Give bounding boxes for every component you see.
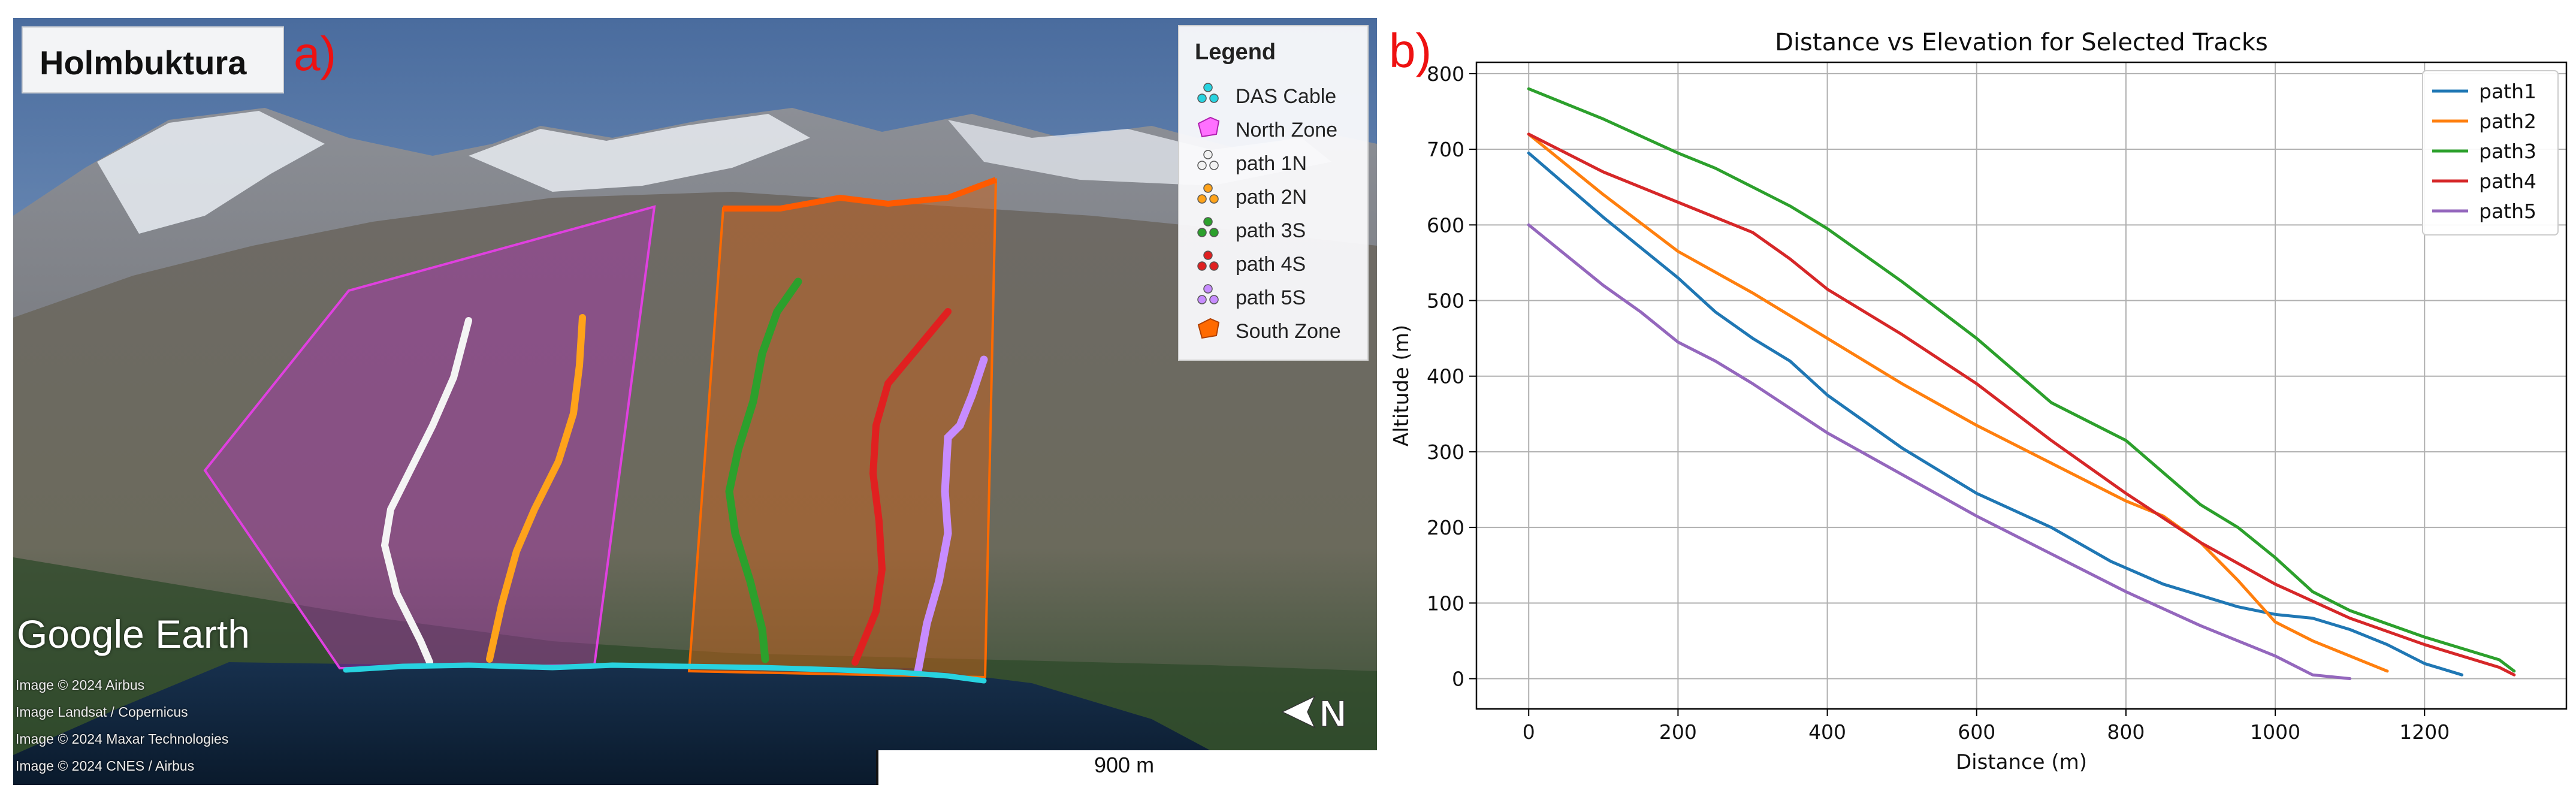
points-icon	[1197, 83, 1219, 103]
elevation-chart: b) Distance vs Elevation for Selected Tra…	[1389, 24, 2568, 774]
x-tick-label: 0	[1523, 720, 1535, 744]
series-line-path5	[1527, 223, 2352, 680]
google-earth-watermark: Google Earth	[17, 612, 250, 656]
x-tick-label: 800	[2107, 720, 2145, 744]
compass-label: N	[1319, 693, 1346, 735]
x-tick-label: 400	[1808, 720, 1846, 744]
chart-title: Distance vs Elevation for Selected Track…	[1775, 29, 2268, 56]
legend-label: North Zone	[1236, 119, 1338, 141]
south-zone-top-edge	[723, 177, 997, 212]
legend-label-path3: path3	[2479, 140, 2536, 163]
x-tick-label: 1200	[2399, 720, 2450, 744]
polygon-icon	[1197, 116, 1220, 138]
series-line-path3	[1527, 87, 2516, 673]
points-icon	[1197, 183, 1219, 204]
das-cable-track	[343, 662, 987, 684]
legend-label: path 3S	[1236, 219, 1306, 242]
elevation-chart-panel: b) Distance vs Elevation for Selected Tra…	[1372, 0, 2576, 798]
points-icon	[1197, 284, 1219, 304]
location-title-box: Holmbuktura	[22, 26, 284, 93]
y-tick-label: 100	[1427, 591, 1464, 615]
y-tick-label: 700	[1427, 138, 1464, 161]
legend-item-north-zone: North Zone	[1195, 115, 1369, 145]
series-line-path1	[1527, 151, 2464, 677]
x-axis-label: Distance (m)	[1956, 750, 2087, 774]
series-line-path2	[1527, 132, 2389, 673]
south-zone-polygon	[687, 178, 998, 679]
legend-label: South Zone	[1236, 320, 1341, 343]
scale-tick	[876, 750, 878, 785]
series-line-path4	[1527, 132, 2516, 677]
location-title: Holmbuktura	[40, 44, 247, 81]
y-tick-label: 200	[1427, 516, 1464, 539]
y-tick-label: 0	[1452, 668, 1464, 691]
y-tick-label: 400	[1427, 365, 1464, 388]
legend-label-path5: path5	[2479, 200, 2536, 223]
y-tick-label: 800	[1427, 62, 1464, 86]
legend-item-das-cable: DAS Cable	[1195, 81, 1369, 111]
y-tick-label: 500	[1427, 289, 1464, 313]
image-credit: Image © 2024 Maxar Technologies	[16, 731, 229, 747]
plot-frame	[1475, 61, 2568, 710]
points-icon	[1197, 150, 1219, 170]
polygon-icon	[1197, 318, 1220, 339]
snow-patch	[97, 111, 325, 234]
image-credit: Image © 2024 Airbus	[16, 677, 145, 693]
y-tick-label: 300	[1427, 440, 1464, 464]
x-tick-label: 1000	[2250, 720, 2300, 744]
legend-item-south-zone: South Zone	[1195, 316, 1369, 346]
legend-label: path 4S	[1236, 253, 1306, 276]
legend-label-path2: path2	[2479, 110, 2536, 133]
scale-label: 900 m	[1094, 753, 1155, 777]
image-credit: Image Landsat / Copernicus	[16, 704, 188, 720]
compass-arrow-icon: N	[1281, 693, 1347, 735]
terrain-scene	[13, 18, 1377, 785]
legend-label: DAS Cable	[1236, 85, 1337, 108]
path-1n-track	[380, 317, 472, 666]
legend-item-path-5s: path 5S	[1195, 283, 1369, 313]
path-2n-track	[486, 314, 586, 663]
points-icon	[1197, 217, 1219, 237]
points-icon	[1197, 250, 1219, 271]
legend-label-path1: path1	[2479, 80, 2536, 103]
legend-item-path-2n: path 2N	[1195, 182, 1369, 212]
panel-b-label: b)	[1389, 24, 1432, 77]
y-axis-label: Altitude (m)	[1390, 325, 1414, 446]
path-3s-track	[725, 277, 802, 663]
legend-title: Legend	[1195, 40, 1276, 65]
x-tick-label: 600	[1958, 720, 1995, 744]
chart-legend: path1 path2 path3 path4 path5	[2422, 70, 2559, 236]
legend-label: path 1N	[1236, 152, 1307, 175]
path-4s-track	[851, 308, 952, 666]
panel-a-label: a)	[294, 27, 337, 80]
y-tick-label: 600	[1427, 213, 1464, 237]
scale-bar	[876, 750, 1377, 785]
snow-patch	[469, 114, 810, 192]
legend-item-path-4s: path 4S	[1195, 249, 1369, 279]
legend-label-path4: path4	[2479, 170, 2536, 193]
image-credit: Image © 2024 CNES / Airbus	[16, 758, 195, 774]
legend-item-path-3s: path 3S	[1195, 216, 1369, 246]
legend-label: path 5S	[1236, 286, 1306, 309]
legend-frame	[2422, 70, 2559, 236]
terrain-map-panel: Holmbuktura a) Legend DAS Cable North Zo…	[13, 18, 1377, 785]
map-legend: Legend DAS Cable North Zone path 1N path…	[1178, 25, 1369, 361]
legend-label: path 2N	[1236, 186, 1307, 209]
path-5s-track	[914, 355, 988, 675]
x-tick-label: 200	[1659, 720, 1697, 744]
north-arrow: N	[1280, 689, 1358, 735]
legend-item-path-1n: path 1N	[1195, 149, 1369, 179]
